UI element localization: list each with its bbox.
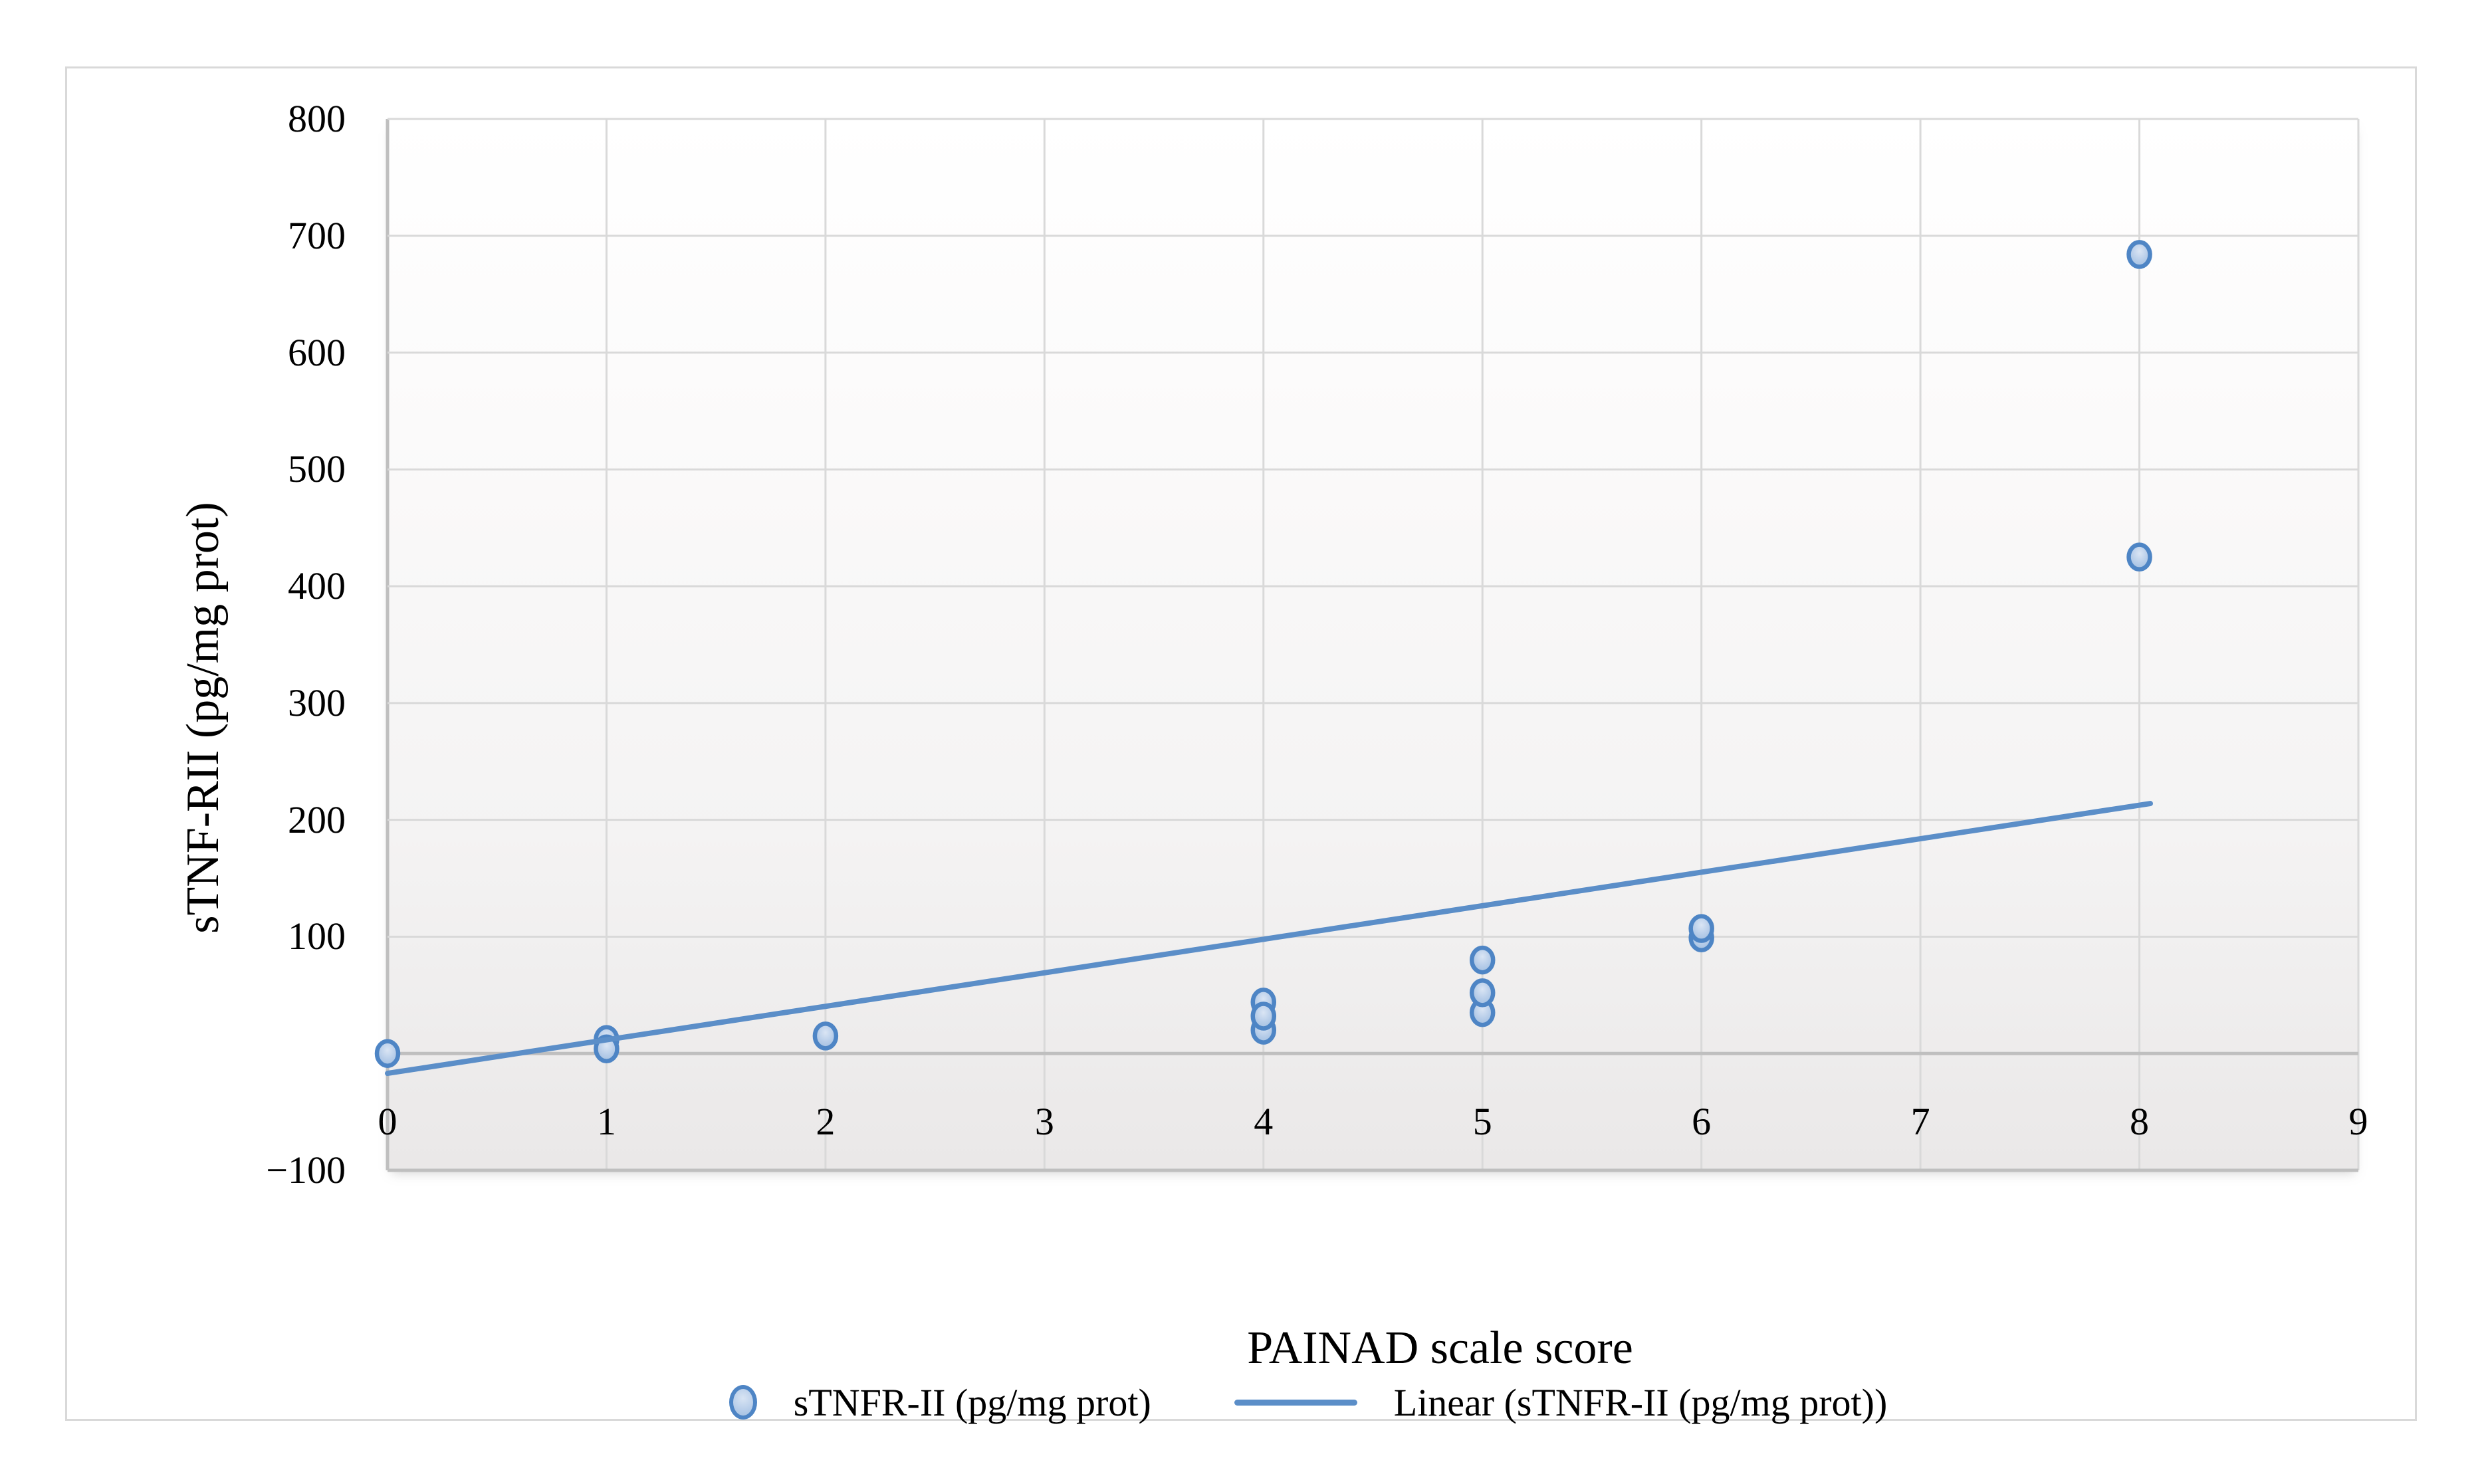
x-axis-title: PAINAD scale score	[1247, 1323, 1633, 1374]
x-tick-label: 0	[378, 1100, 397, 1143]
plot-area	[374, 118, 2360, 1172]
legend-item-scatter: sTNFR-II (pg/mg prot)	[729, 1380, 1151, 1425]
legend-label-trendline: Linear (sTNFR-II (pg/mg prot))	[1393, 1380, 1888, 1424]
data-point	[374, 1039, 401, 1068]
data-point	[812, 1021, 839, 1051]
x-tick-label: 3	[1034, 1100, 1054, 1143]
y-tick-label: 300	[288, 681, 346, 724]
x-tick-label: 5	[1472, 1100, 1492, 1143]
y-tick-label: 700	[288, 213, 346, 257]
y-tick-label: −100	[266, 1148, 346, 1192]
x-tick-label: 8	[2130, 1100, 2150, 1143]
scatter-marker-icon	[729, 1385, 757, 1420]
y-tick-label: 400	[288, 564, 346, 608]
y-tick-label: 600	[288, 330, 346, 374]
y-tick-label: 200	[288, 797, 346, 841]
x-tick-label: 4	[1254, 1100, 1274, 1143]
data-point	[2126, 240, 2152, 269]
x-tick-label: 9	[2348, 1100, 2368, 1143]
legend-item-trendline: Linear (sTNFR-II (pg/mg prot))	[1234, 1380, 1888, 1425]
x-tick-label: 7	[1910, 1100, 1930, 1143]
data-point	[1250, 1002, 1277, 1031]
chart-canvas	[374, 118, 2360, 1172]
x-tick-label: 1	[596, 1100, 616, 1143]
data-point	[1469, 978, 1496, 1007]
trendline-swatch-icon	[1234, 1399, 1357, 1406]
x-tick-label: 6	[1692, 1100, 1712, 1143]
data-point	[1469, 945, 1496, 975]
x-tick-label: 2	[816, 1100, 836, 1143]
legend-label-scatter: sTNFR-II (pg/mg prot)	[793, 1380, 1151, 1424]
y-tick-label: 500	[288, 447, 346, 491]
data-point	[1688, 914, 1714, 943]
chart-legend: sTNFR-II (pg/mg prot) Linear (sTNFR-II (…	[132, 1372, 2482, 1432]
y-tick-label: 800	[288, 97, 346, 140]
data-point	[2126, 542, 2152, 572]
y-tick-label: 100	[288, 914, 346, 958]
trendline	[385, 801, 2154, 1077]
